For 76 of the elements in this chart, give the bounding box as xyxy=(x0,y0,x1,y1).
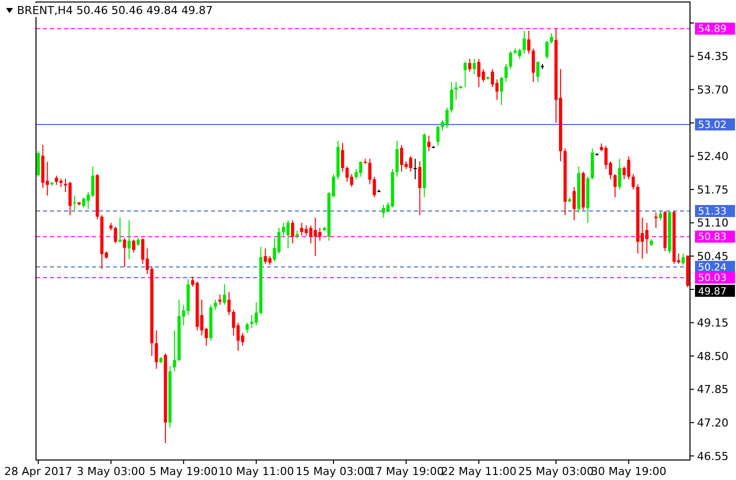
y-tick-label: 51.10 xyxy=(697,216,728,230)
y-tick-label: 54.35 xyxy=(697,50,728,64)
candlestick xyxy=(395,140,399,178)
y-tick-label: 51.75 xyxy=(697,183,728,196)
candlestick xyxy=(340,142,344,172)
candlestick xyxy=(227,291,231,316)
ref-line-label: 50.83 xyxy=(698,232,727,244)
candlestick xyxy=(658,210,662,221)
candlestick xyxy=(218,294,222,306)
candlestick xyxy=(490,68,494,88)
ref-line-label: 50.24 xyxy=(698,262,727,274)
x-tick-label: 10 May 11:00 xyxy=(218,465,294,478)
candlestick xyxy=(527,30,530,54)
candlestick xyxy=(118,217,122,243)
candlestick xyxy=(232,309,236,336)
candlestick xyxy=(132,239,136,254)
candlestick xyxy=(382,204,386,218)
candlestick xyxy=(114,226,118,244)
candlestick xyxy=(154,330,158,370)
candlestick xyxy=(654,212,658,228)
candlestick xyxy=(427,135,430,152)
candlestick xyxy=(286,220,290,249)
candlestick xyxy=(445,107,449,129)
candlestick xyxy=(291,220,294,244)
candlestick xyxy=(532,48,535,82)
candlestick xyxy=(509,50,512,70)
candlestick xyxy=(54,175,58,186)
chart-title: BRENT,H4 50.46 50.46 49.84 49.87 xyxy=(17,4,213,17)
candlestick xyxy=(450,81,454,114)
ref-line-label: 53.02 xyxy=(698,120,727,131)
y-tick-label: 53.70 xyxy=(697,83,728,96)
candlestick xyxy=(400,144,404,172)
y-tick-label: 47.20 xyxy=(697,416,728,430)
y-tick-label: 49.15 xyxy=(697,316,728,330)
x-tick-label: 3 May 03:00 xyxy=(76,465,146,478)
candlestick xyxy=(613,174,617,198)
candlestick xyxy=(618,158,622,190)
candlestick xyxy=(522,30,526,54)
candlestick xyxy=(36,150,40,178)
ref-line-label: 50.03 xyxy=(698,273,727,284)
candlestick xyxy=(536,60,540,82)
y-tick-label: 52.40 xyxy=(697,150,728,164)
candlestick xyxy=(128,220,131,260)
x-tick-label: 5 May 19:00 xyxy=(149,465,218,478)
candlestick xyxy=(73,195,76,210)
candlestick xyxy=(500,76,504,106)
candlestick xyxy=(468,58,472,72)
candlestick xyxy=(222,284,226,306)
y-tick-label: 47.85 xyxy=(697,383,728,396)
candlestick xyxy=(545,40,549,60)
candlestick xyxy=(172,330,176,372)
candlestick xyxy=(504,63,508,82)
candlestick xyxy=(464,60,467,88)
candlestick xyxy=(122,238,126,268)
candlestick xyxy=(632,174,635,190)
ref-line-label: 51.33 xyxy=(698,206,727,218)
candlestick xyxy=(414,158,417,180)
candlestick xyxy=(68,181,72,216)
y-tick-label: 50.45 xyxy=(697,250,728,263)
candlestick xyxy=(454,81,458,100)
y-tick-label: 46.55 xyxy=(697,450,728,463)
candlestick xyxy=(550,32,554,44)
candlestick xyxy=(418,160,422,216)
candlestick xyxy=(436,124,440,146)
candlestick xyxy=(282,222,286,236)
candlestick xyxy=(214,299,217,310)
x-tick-label: 22 May 11:00 xyxy=(441,465,517,478)
y-tick-label: 48.50 xyxy=(697,350,728,363)
candlestick xyxy=(246,322,249,334)
candlestick xyxy=(472,58,476,75)
candlestick xyxy=(682,253,685,266)
candlestick xyxy=(572,186,576,221)
candlestick xyxy=(346,166,349,182)
ref-line-label: 54.89 xyxy=(698,24,727,36)
text: 49.87 xyxy=(698,286,727,298)
x-tick-label: 28 Apr 2017 xyxy=(4,465,72,478)
